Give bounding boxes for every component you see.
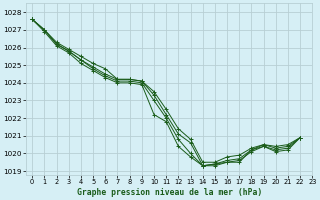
X-axis label: Graphe pression niveau de la mer (hPa): Graphe pression niveau de la mer (hPa): [76, 188, 262, 197]
